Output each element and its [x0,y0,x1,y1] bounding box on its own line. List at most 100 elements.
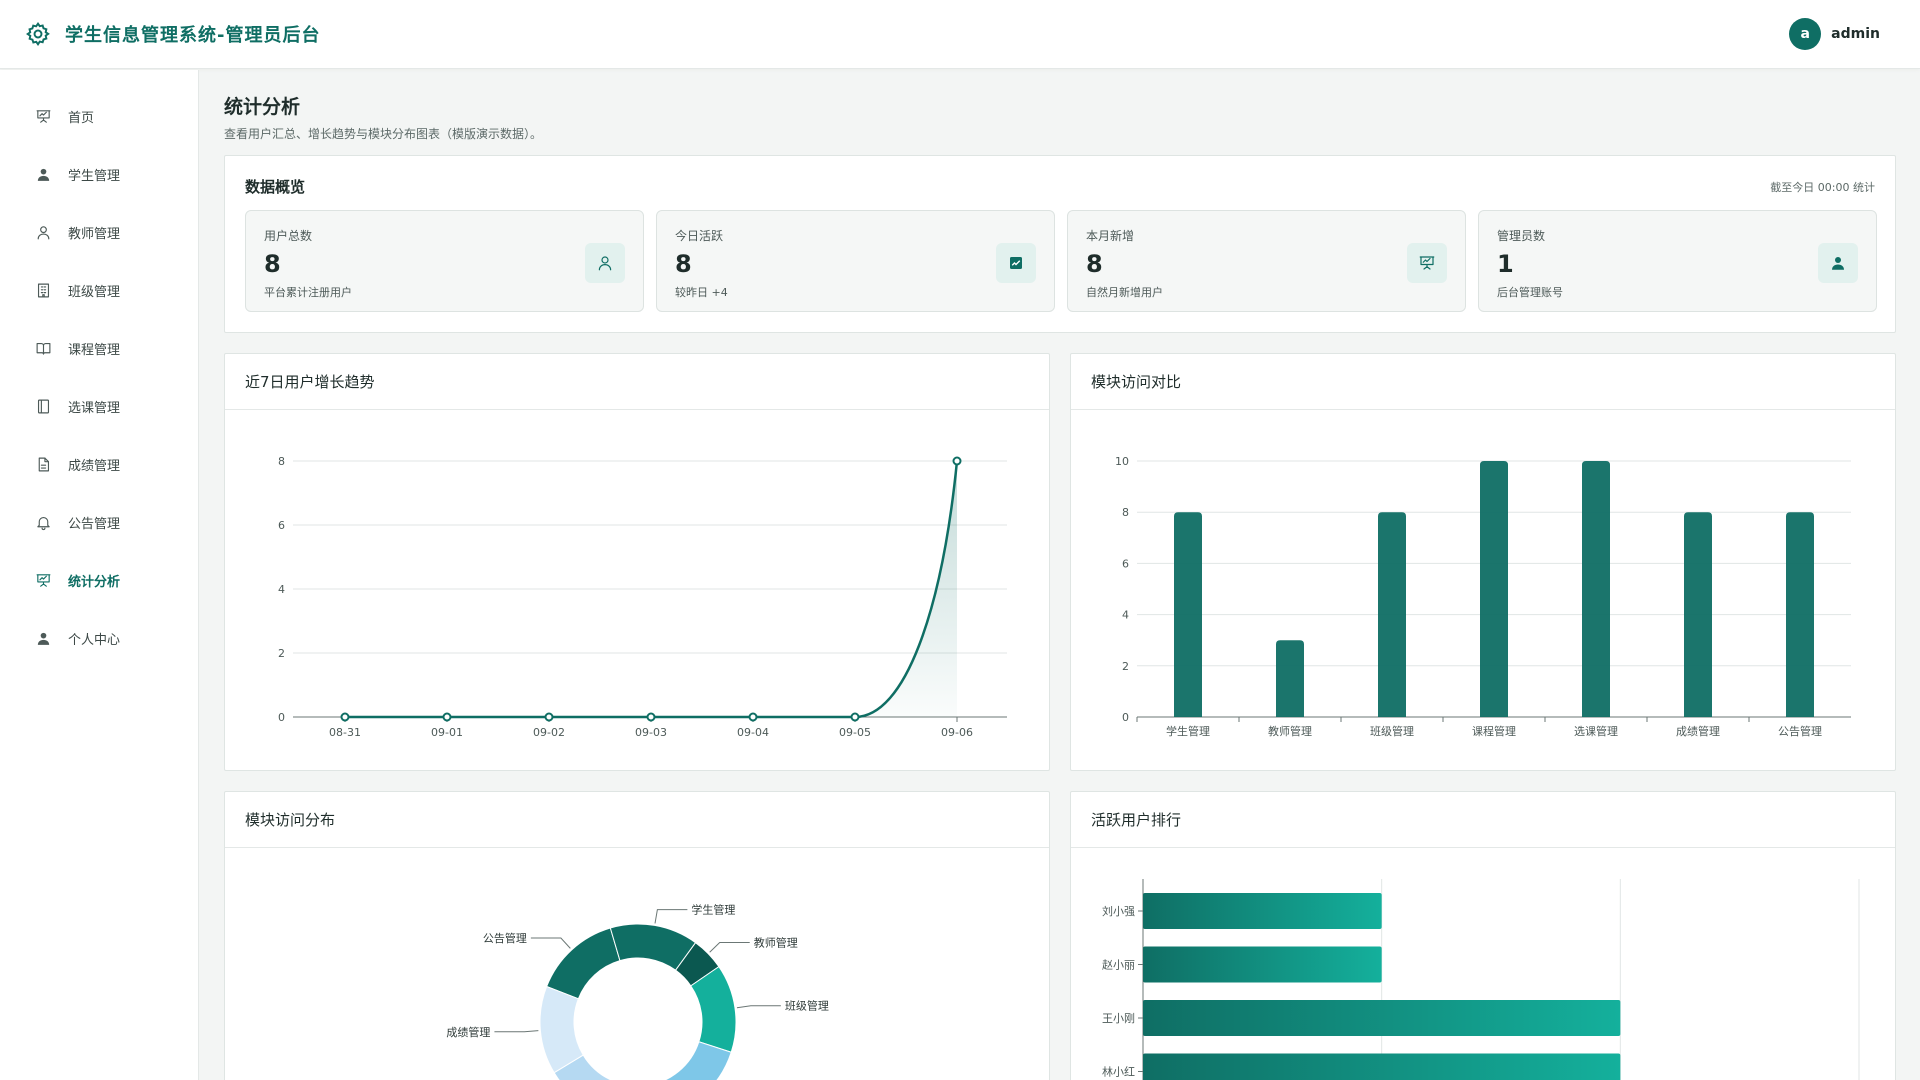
bar [1143,1000,1621,1036]
overview-note: 截至今日 00:00 统计 [1770,180,1875,194]
x-tick-label: 09-04 [737,726,769,739]
y-tick-label: 0 [1122,711,1129,724]
x-tick-label: 公告管理 [1778,724,1822,738]
bar [1786,512,1814,717]
y-tick-label: 4 [278,583,285,596]
label-line [494,1030,539,1033]
page-title: 统计分析 [224,96,301,118]
stat-label: 管理员数 [1497,229,1546,243]
sidebar-item-label: 公告管理 [68,516,121,532]
sidebar-item-5[interactable]: 选课管理 [0,377,198,435]
sidebar-item-7[interactable]: 公告管理 [0,493,198,551]
user-outline-icon [585,243,625,283]
stat-label: 本月新增 [1086,229,1135,243]
sidebar-item-9[interactable]: 个人中心 [0,609,198,667]
stat-value: 1 [1497,250,1514,278]
notebook-icon [34,397,52,415]
pie-chart-card: 模块访问分布 公告管理 学生管理 教师管理 班级管理 成绩管理 [224,791,1050,1080]
bar [1378,512,1406,717]
x-tick-label: 选课管理 [1574,724,1618,738]
sidebar-item-label: 课程管理 [68,342,121,358]
username[interactable]: admin [1831,26,1880,42]
y-tick-label: 0 [278,711,285,724]
label-line [736,1005,781,1009]
trend-chart-icon [996,243,1036,283]
data-point [952,456,962,466]
sidebar-item-8[interactable]: 统计分析 [0,551,198,609]
data-point [544,712,554,722]
bar-chart-card: 模块访问对比 0 2 4 6 8 10 学生管理 教师管理 班级管理 课程管理 选课管理 成绩管理 公告… [1070,353,1896,771]
stat-value: 8 [675,250,692,278]
line-chart-title: 近7日用户增长趋势 [225,354,1049,410]
y-tick-label: 4 [1122,609,1129,622]
gear-icon[interactable] [25,21,51,47]
y-tick-label: 8 [278,455,285,468]
sidebar-item-4[interactable]: 课程管理 [0,319,198,377]
overview-card: 数据概览 截至今日 00:00 统计 用户总数 8 平台累计注册用户 今日活跃 … [224,155,1896,333]
x-tick-label: 09-02 [533,726,565,739]
y-tick-label: 王小刚 [1102,1012,1135,1025]
x-tick-label: 学生管理 [1166,724,1210,738]
pie-label: 班级管理 [785,999,829,1013]
label-line [654,909,688,924]
sidebar-item-label: 首页 [68,110,95,126]
avatar[interactable]: a [1789,18,1822,50]
user-outline-icon [34,223,52,241]
pie-slice [539,985,584,1074]
x-tick-label: 课程管理 [1472,724,1516,738]
x-tick-label: 教师管理 [1268,724,1312,738]
sidebar-item-2[interactable]: 教师管理 [0,203,198,261]
pie-slice [663,1041,732,1080]
bar [1684,512,1712,717]
bar [1174,512,1202,717]
bar-chart-title: 模块访问对比 [1071,354,1895,410]
user-solid-icon [34,165,52,183]
stat-desc: 后台管理账号 [1497,286,1563,299]
overview-title: 数据概览 [245,178,306,196]
stat-desc: 平台累计注册用户 [264,286,352,299]
x-tick-label: 09-01 [431,726,463,739]
bell-icon [34,513,52,531]
book-open-icon [34,339,52,357]
data-point [850,712,860,722]
bar [1143,1053,1621,1080]
building-icon [34,281,52,299]
sidebar-item-1[interactable]: 学生管理 [0,145,198,203]
pie-label: 教师管理 [754,936,798,950]
stat-card: 今日活跃 8 较昨日 +4 [656,210,1055,312]
x-tick-label: 09-03 [635,726,667,739]
y-tick-label: 6 [278,519,285,532]
user-solid-icon [1818,243,1858,283]
pie-label: 公告管理 [483,931,527,945]
pie-slice [546,927,621,1000]
top-header: 学生信息管理系统-管理员后台 a admin [0,0,1920,69]
line-chart-card: 近7日用户增长趋势 0 2 4 6 8 08-31 09-01 09-02 09-03 09-04… [224,353,1050,771]
x-tick-label: 09-05 [839,726,871,739]
bar [1480,461,1508,717]
app-title: 学生信息管理系统-管理员后台 [65,25,321,46]
y-tick-label: 赵小丽 [1102,958,1135,972]
sidebar: 首页学生管理 教师管理 班级管理课程管理选课管理成绩管理公告管理统计分析个人中心 [0,70,199,1080]
stat-card: 本月新增 8 自然月新增用户 [1067,210,1466,312]
sidebar-item-3[interactable]: 班级管理 [0,261,198,319]
bar [1276,640,1304,717]
user-solid-icon [34,629,52,647]
main-content: 统计分析 查看用户汇总、增长趋势与模块分布图表（模版演示数据）。 数据概览 截至… [200,70,1920,1080]
user-menu[interactable]: a admin [1789,18,1880,50]
y-tick-label: 2 [1122,660,1129,673]
presentation-chart-icon [1407,243,1447,283]
sidebar-item-0[interactable]: 首页 [0,87,198,145]
sidebar-item-label: 选课管理 [68,400,121,416]
y-tick-label: 6 [1122,557,1129,570]
bar [1143,893,1382,929]
line-chart: 0 2 4 6 8 08-31 09-01 09-02 09-03 09-04 09-05 09-06 [278,455,1007,739]
sidebar-item-6[interactable]: 成绩管理 [0,435,198,493]
presentation-chart-icon [34,571,52,589]
stat-desc: 较昨日 +4 [675,286,728,299]
y-tick-label: 8 [1122,506,1129,519]
sidebar-item-label: 个人中心 [68,632,121,648]
data-point [442,712,452,722]
page-subtitle: 查看用户汇总、增长趋势与模块分布图表（模版演示数据）。 [224,127,543,141]
